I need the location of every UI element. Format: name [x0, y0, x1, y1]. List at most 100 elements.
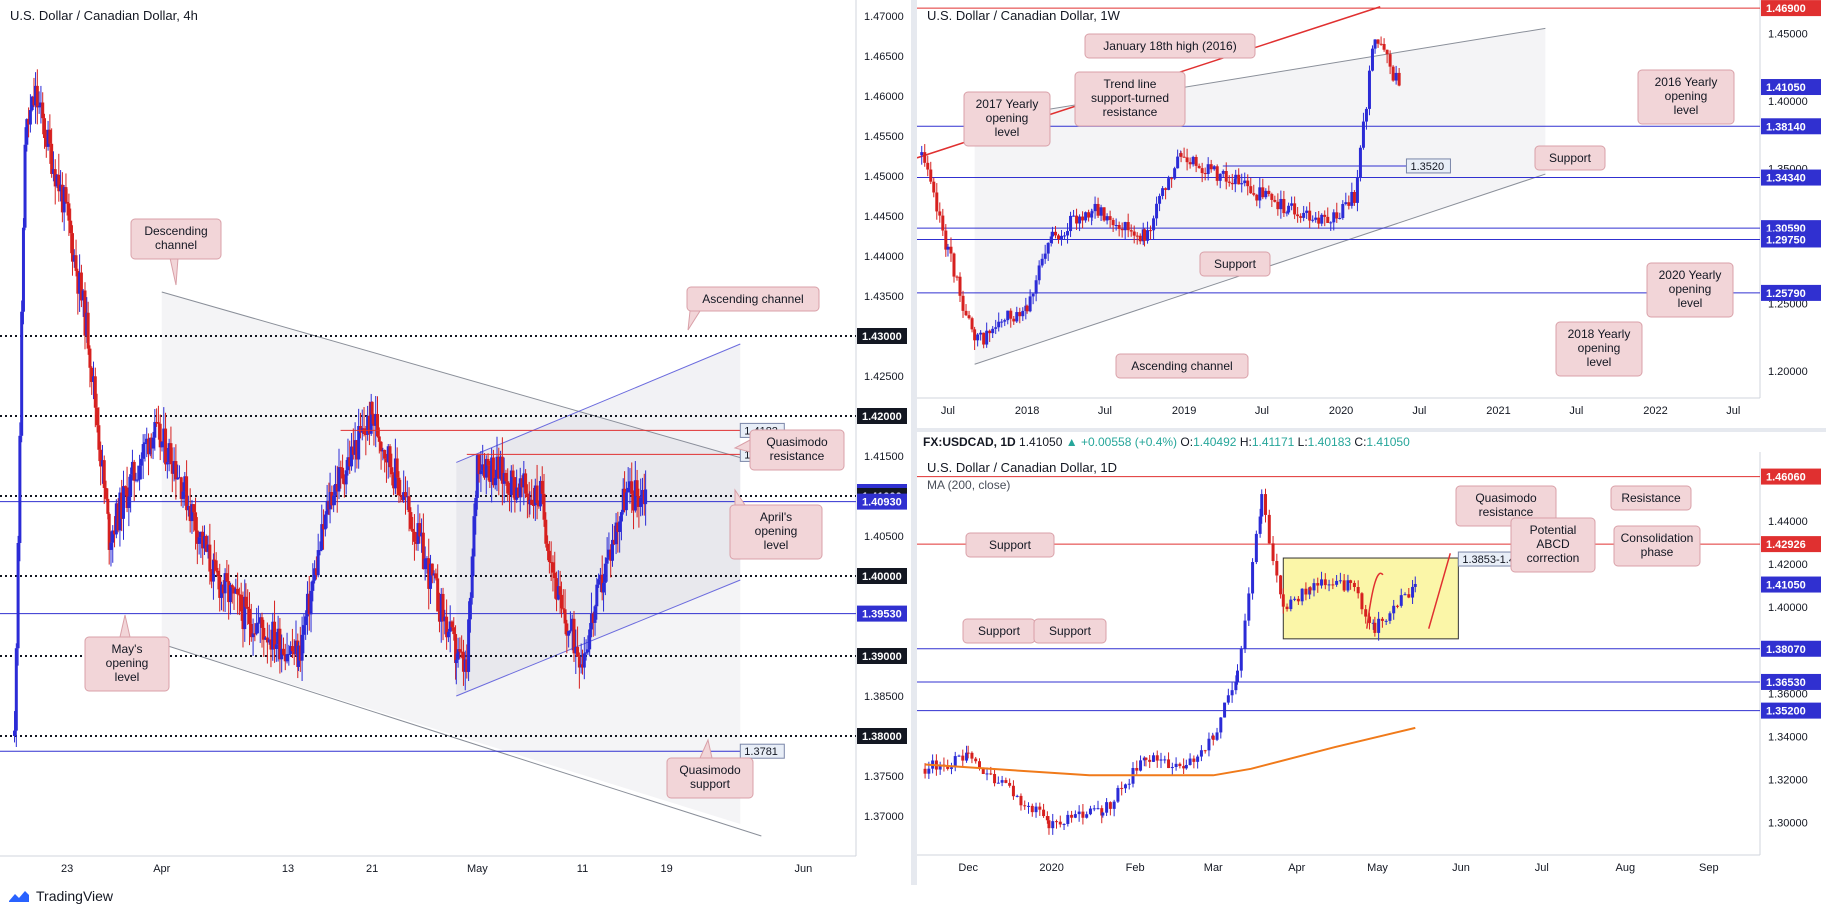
- callout-box: [1613, 525, 1701, 567]
- candle-body: [639, 497, 643, 507]
- callout-box: [686, 286, 820, 312]
- candle-body: [1069, 215, 1073, 232]
- candle-body: [1003, 320, 1007, 322]
- candle-body: [281, 648, 285, 655]
- candle-body: [313, 568, 317, 581]
- annotation-callout[interactable]: Support: [962, 602, 1826, 644]
- candle-body: [632, 493, 636, 511]
- annotation-callout[interactable]: Support: [1033, 587, 1826, 644]
- chart-canvas-weekly[interactable]: 1.3520 January 18th high (2016) Trend line…: [917, 0, 1826, 428]
- candle-body: [1344, 202, 1348, 205]
- annotation-callout[interactable]: Ascending channel: [1115, 345, 1826, 379]
- chart-canvas-4h[interactable]: 1.41821.41521.3781DescendingchannelAscen…: [0, 0, 911, 885]
- candle-body: [1293, 203, 1297, 215]
- annotation-callout[interactable]: Support: [965, 532, 1826, 572]
- price-tick-label: 1.40000: [1768, 602, 1808, 614]
- candle-body: [974, 758, 978, 762]
- candle-body: [1057, 235, 1061, 239]
- chart-panel-daily[interactable]: 1.3853-1.4228 Quasimodo resistance Resistan…: [917, 452, 1826, 885]
- candle-body: [551, 562, 555, 573]
- candle-body: [955, 276, 959, 278]
- candle-body: [570, 618, 574, 631]
- candle-body: [139, 458, 143, 466]
- candle-body: [635, 480, 639, 497]
- callout-text: level: [1587, 355, 1612, 369]
- candle-body: [1173, 168, 1177, 179]
- time-tick-label: Mar: [1204, 862, 1223, 874]
- panel-divider-horizontal[interactable]: [917, 428, 1826, 434]
- candle-body: [1129, 230, 1133, 232]
- candle-body: [525, 493, 529, 497]
- candle-body: [1081, 216, 1085, 221]
- candle-body: [446, 631, 450, 638]
- candle-body: [138, 465, 142, 480]
- candle-body: [405, 496, 409, 498]
- chart-canvas-daily[interactable]: 1.3853-1.4228QuasimodoresistanceResistan…: [917, 452, 1826, 885]
- ohlc-symbol: FX:USDCAD, 1D: [923, 435, 1016, 449]
- annotation-callout[interactable]: Ascending channel: [686, 286, 820, 331]
- candle-body: [320, 524, 324, 551]
- candle-body: [1179, 153, 1183, 157]
- callout-box: [963, 91, 1051, 147]
- price-tag-text: 1.41050: [1766, 82, 1806, 94]
- candle-body: [260, 617, 264, 628]
- candle-body: [630, 481, 634, 494]
- candle-body: [1096, 808, 1100, 810]
- candle-body: [637, 496, 641, 507]
- candle-body: [1135, 235, 1139, 237]
- ma200-line: [925, 726, 1416, 777]
- callout-text: Support: [1549, 151, 1592, 165]
- candle-body: [966, 752, 970, 754]
- panel-divider-vertical[interactable]: [911, 0, 917, 885]
- annotation-callout[interactable]: Support: [1199, 238, 1826, 277]
- candle-body: [1066, 814, 1070, 824]
- callout-box: [1455, 485, 1557, 527]
- tradingview-brand[interactable]: TradingView: [8, 888, 113, 904]
- candle-body: [470, 556, 474, 598]
- candle-body: [957, 755, 961, 757]
- candle-body: [1352, 192, 1356, 203]
- candle-body: [341, 467, 345, 479]
- candle-body: [136, 479, 140, 481]
- callout-text: Quasimodo: [766, 435, 828, 449]
- candle-body: [1326, 216, 1330, 223]
- annotation-callout[interactable]: Resistance: [1610, 485, 1826, 524]
- candle-body: [618, 521, 622, 532]
- time-tick-label: 2018: [1015, 405, 1039, 417]
- candle-body: [437, 611, 441, 622]
- callout-text: resistance: [770, 449, 825, 463]
- candle-body: [1185, 157, 1189, 163]
- candle-body: [283, 654, 287, 662]
- candle-body: [1105, 802, 1109, 813]
- candle-body: [1380, 618, 1384, 621]
- callout-text: opening: [1669, 282, 1712, 296]
- candle-body: [170, 464, 174, 474]
- price-tag-text: 1.35200: [1766, 706, 1806, 718]
- candle-body: [1008, 782, 1012, 786]
- callout-text: 2020 Yearly: [1659, 268, 1722, 282]
- candle-body: [141, 444, 145, 459]
- candle-body: [316, 550, 320, 576]
- chart-panel-4h[interactable]: 1.41821.41521.3781DescendingchannelAscen…: [0, 0, 911, 885]
- candle-body: [344, 470, 348, 485]
- ohlc-high-label: H:: [1239, 435, 1252, 449]
- annotation-callout[interactable]: Support: [1534, 145, 1826, 171]
- chart-panel-weekly[interactable]: 1.3520 January 18th high (2016) Trend line…: [917, 0, 1826, 428]
- candle-body: [602, 582, 606, 593]
- annotation-callout[interactable]: January 18th high (2016): [1084, 22, 1826, 59]
- candle-body: [1392, 605, 1396, 614]
- candle-body: [177, 477, 181, 479]
